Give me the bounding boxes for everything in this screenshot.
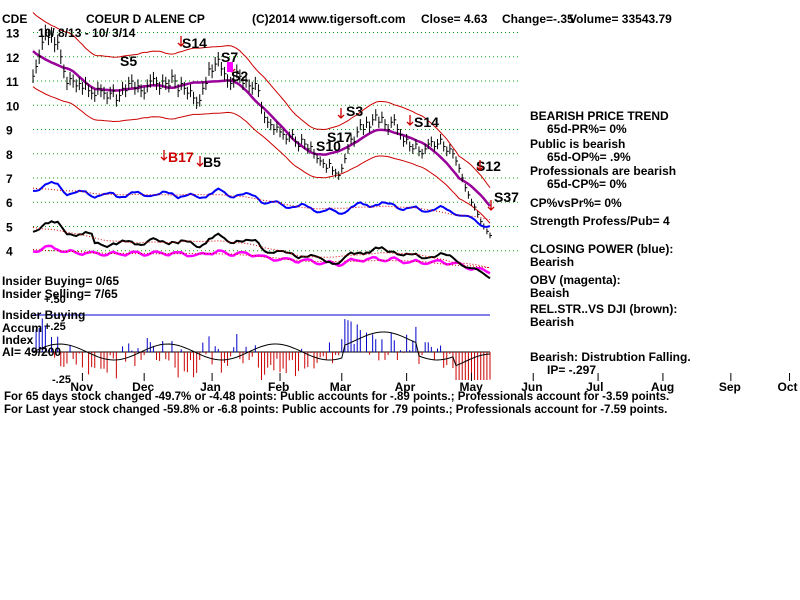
public-value: 65d-OP%= .9% xyxy=(547,150,631,164)
signal-arrow xyxy=(406,115,414,126)
cp-vs-pr-block: CP%vsPr%= 0% xyxy=(530,197,790,210)
signal-s37: S37 xyxy=(494,189,519,205)
rs-value: Bearish xyxy=(530,315,575,329)
x-tick-label: Dec xyxy=(132,380,154,394)
upper-band xyxy=(32,12,491,188)
ticker: CDE xyxy=(2,12,28,26)
cp-title: CLOSING POWER (blue): xyxy=(530,242,674,256)
signal-s14: S14 xyxy=(182,35,207,51)
lower-band xyxy=(32,86,491,224)
rs-block: REL.STR..VS DJI (brown): Bearish xyxy=(530,303,790,329)
y-tick-label: 13 xyxy=(6,27,20,41)
cp-block: CLOSING POWER (blue): Bearish xyxy=(530,243,790,269)
copyright: (C)2014 www.tigersoft.com xyxy=(252,12,406,26)
y-tick-label: 5 xyxy=(6,220,13,234)
signal-arrow xyxy=(337,108,345,119)
obv-line xyxy=(32,244,491,275)
signal-s5: S5 xyxy=(120,53,137,69)
public-block: Public is bearish 65d-OP%= .9% xyxy=(530,138,790,164)
x-tick-label: Nov xyxy=(70,380,93,394)
ip-block: Bearish: Distrubtion Falling. IP= -.297 xyxy=(530,351,790,377)
close-value: Close= 4.63 xyxy=(421,12,488,26)
accum-label-plus25: +.25 xyxy=(44,321,66,333)
signal-s14: S14 xyxy=(414,114,439,130)
accum-label-minus25: -.25 xyxy=(52,374,71,386)
x-tick-label: Jul xyxy=(586,380,603,394)
x-tick-label: Jan xyxy=(200,380,221,394)
trend-title: BEARISH PRICE TREND xyxy=(530,109,669,123)
cp-value: Bearish xyxy=(530,255,575,269)
x-tick-label: Aug xyxy=(651,380,674,394)
rs-title: REL.STR..VS DJI (brown): xyxy=(530,302,678,316)
obv-ma xyxy=(32,249,491,269)
y-tick-label: 12 xyxy=(6,51,20,65)
closing-power-ma xyxy=(32,187,491,221)
signal-arrow xyxy=(476,160,484,171)
x-tick-label: Mar xyxy=(330,380,352,394)
x-tick-label: Sep xyxy=(719,380,741,394)
date-range: 10/ 8/13 - 10/ 3/14 xyxy=(38,26,136,40)
signal-b17: B17 xyxy=(168,149,194,165)
trend-value: 65d-PR%= 0% xyxy=(547,122,627,136)
y-tick-label: 8 xyxy=(6,148,13,162)
signal-s17: S17 xyxy=(327,129,352,145)
signal-s12: S12 xyxy=(476,158,501,174)
ip-title: Bearish: Distrubtion Falling. xyxy=(530,350,691,364)
signal-arrow xyxy=(160,150,168,161)
rel-strength-ma xyxy=(32,226,491,269)
insider-selling: Insider Selling= 7/65 xyxy=(2,287,118,301)
signal-s2: S2 xyxy=(231,68,248,84)
signal-b5: B5 xyxy=(203,154,221,170)
pros-block: Professionals are bearish 65d-CP%= 0% xyxy=(530,165,790,191)
accum-title-2: Accum xyxy=(2,321,43,335)
obv-block: OBV (magenta): Beaish xyxy=(530,274,790,300)
y-tick-label: 4 xyxy=(6,245,13,259)
footer-line-2: For Last year stock changed -59.8% or -6… xyxy=(4,404,668,416)
accum-title-3: Index xyxy=(2,333,34,347)
pros-value: 65d-CP%= 0% xyxy=(547,177,627,191)
obv-value: Beaish xyxy=(530,286,570,300)
y-tick-label: 6 xyxy=(6,196,13,210)
signal-s3: S3 xyxy=(346,103,363,119)
insider-buying: Insider Buying= 0/65 xyxy=(2,274,120,288)
x-tick-label: Feb xyxy=(268,380,289,394)
signal-s10: S10 xyxy=(316,138,341,154)
rel-strength-line xyxy=(32,220,491,280)
accum-title-1: Insider Buying xyxy=(2,308,86,322)
company-name: COEUR D ALENE CP xyxy=(86,12,205,26)
public-title: Public is bearish xyxy=(530,137,626,151)
y-tick-label: 10 xyxy=(6,99,20,113)
signal-arrow xyxy=(487,200,495,211)
strength: Strength Profess/Pub= 4 xyxy=(530,214,670,228)
magenta-marker xyxy=(227,62,233,72)
strength-block: Strength Profess/Pub= 4 xyxy=(530,215,790,228)
change-value: Change=-.35 xyxy=(502,12,574,26)
y-tick-label: 9 xyxy=(6,124,13,138)
x-tick-label: May xyxy=(459,380,483,394)
ai-value: AI= 49/200 xyxy=(2,345,62,359)
closing-power-line xyxy=(33,180,491,228)
accum-ma-line xyxy=(32,331,491,367)
x-tick-label: Oct xyxy=(778,380,798,394)
y-tick-label: 7 xyxy=(6,172,13,186)
accum-label-plus50: +.50 xyxy=(44,294,66,306)
signal-arrow xyxy=(196,156,204,167)
obv-title: OBV (magenta): xyxy=(530,273,621,287)
y-tick-label: 11 xyxy=(6,75,19,89)
x-tick-label: Jun xyxy=(521,380,542,394)
x-tick-label: Apr xyxy=(395,380,416,394)
ip-value: IP= -.297 xyxy=(547,363,597,377)
signal-s7: S7 xyxy=(221,49,238,65)
footer-line-1: For 65 days stock changed -49.7% or -4.4… xyxy=(4,391,670,403)
volume-value: Volume= 33543.79 xyxy=(569,12,672,26)
pros-title: Professionals are bearish xyxy=(530,164,677,178)
right-panel: BEARISH PRICE TREND 65d-PR%= 0% xyxy=(530,110,790,136)
cp-vs-pr: CP%vsPr%= 0% xyxy=(530,196,622,210)
signal-arrow xyxy=(177,36,185,47)
